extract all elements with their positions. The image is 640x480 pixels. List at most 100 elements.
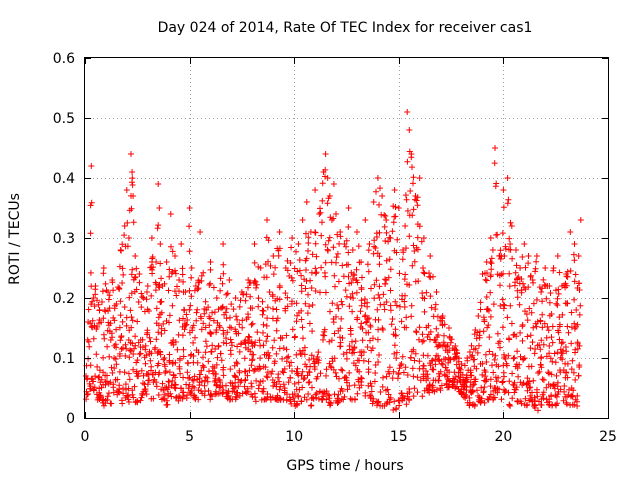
- data-point: [186, 306, 193, 313]
- data-point: [453, 349, 460, 356]
- data-point: [131, 383, 138, 390]
- data-point: [516, 301, 523, 308]
- data-point: [381, 306, 388, 313]
- data-point: [432, 301, 439, 308]
- data-point: [251, 259, 258, 266]
- data-point: [475, 313, 482, 319]
- data-point: [300, 335, 306, 342]
- data-point: [420, 337, 427, 344]
- data-point: [176, 277, 183, 283]
- data-point: [169, 377, 176, 384]
- data-point: [133, 286, 140, 293]
- data-point: [487, 313, 494, 320]
- data-point: [199, 362, 206, 369]
- data-point: [393, 349, 400, 356]
- data-point: [371, 378, 378, 385]
- data-point: [513, 333, 520, 340]
- data-point: [248, 383, 255, 390]
- data-point: [209, 342, 216, 349]
- data-point: [214, 354, 221, 361]
- data-point: [123, 187, 130, 193]
- data-point: [259, 311, 266, 318]
- data-point: [239, 317, 246, 324]
- data-point: [333, 313, 339, 320]
- data-point: [306, 368, 312, 375]
- data-point: [442, 364, 449, 371]
- data-point: [185, 375, 192, 382]
- data-point: [524, 333, 531, 340]
- data-point: [407, 188, 414, 194]
- data-point: [269, 368, 276, 375]
- data-point: [234, 316, 241, 323]
- data-point: [377, 389, 384, 395]
- data-point: [289, 368, 295, 374]
- data-point: [343, 349, 350, 356]
- data-point: [87, 202, 94, 209]
- data-point: [573, 307, 580, 313]
- data-point: [543, 334, 550, 341]
- data-point: [106, 292, 113, 299]
- data-point: [321, 332, 328, 339]
- data-point: [155, 392, 162, 398]
- data-point: [392, 332, 399, 339]
- data-point: [200, 354, 206, 361]
- data-point: [371, 295, 378, 302]
- data-point: [333, 254, 340, 261]
- data-point: [128, 151, 134, 157]
- data-point: [191, 384, 198, 391]
- data-point: [176, 357, 183, 364]
- data-point: [542, 283, 549, 289]
- data-point: [257, 342, 264, 349]
- data-point: [128, 192, 134, 199]
- data-point: [280, 369, 287, 376]
- data-point: [387, 394, 394, 401]
- data-point: [435, 370, 442, 377]
- data-point: [315, 349, 322, 356]
- data-point: [322, 259, 329, 266]
- data-point: [155, 322, 162, 329]
- data-point: [402, 292, 408, 299]
- data-point: [305, 234, 312, 241]
- data-point: [220, 270, 227, 277]
- data-point: [157, 299, 164, 306]
- data-point: [358, 348, 365, 355]
- data-point: [164, 401, 171, 408]
- data-point: [553, 300, 560, 307]
- data-point: [114, 376, 121, 383]
- data-point: [442, 342, 448, 349]
- data-point: [166, 319, 172, 326]
- data-point: [212, 346, 219, 352]
- data-point: [360, 357, 367, 364]
- data-point: [386, 234, 393, 241]
- data-point: [564, 268, 571, 275]
- data-point: [158, 330, 165, 337]
- data-point: [547, 355, 554, 362]
- data-point: [252, 365, 258, 372]
- data-point: [133, 265, 140, 272]
- data-point: [180, 315, 186, 322]
- data-point: [565, 329, 572, 336]
- data-point: [96, 373, 103, 380]
- data-point: [471, 381, 478, 388]
- data-point: [113, 361, 120, 368]
- data-point: [211, 309, 218, 316]
- data-point: [374, 175, 381, 181]
- data-point: [276, 386, 283, 393]
- data-point: [506, 283, 513, 290]
- data-point: [302, 361, 309, 368]
- data-point: [146, 377, 153, 384]
- data-point: [287, 260, 294, 266]
- data-point: [112, 341, 119, 348]
- data-point: [244, 372, 251, 379]
- data-point: [506, 270, 513, 277]
- data-point: [271, 337, 278, 344]
- data-point: [233, 330, 240, 337]
- data-point: [533, 253, 540, 259]
- data-point: [318, 232, 325, 239]
- data-point: [299, 368, 306, 375]
- data-point: [567, 267, 574, 274]
- data-point: [496, 386, 503, 393]
- data-point: [410, 174, 417, 181]
- data-point: [332, 369, 339, 376]
- data-point: [486, 334, 493, 341]
